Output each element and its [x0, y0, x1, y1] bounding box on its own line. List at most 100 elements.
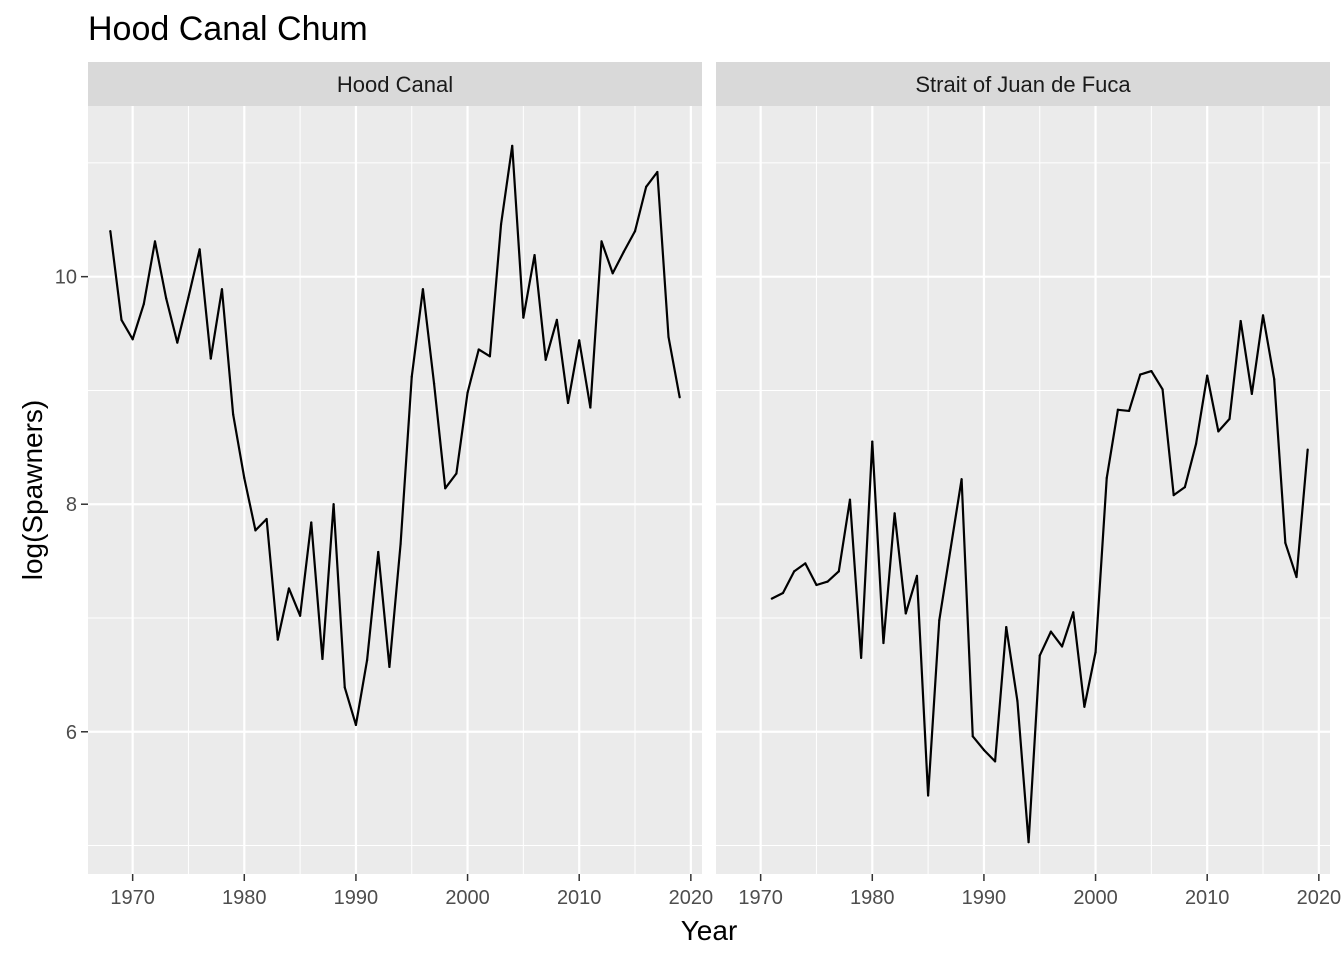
data-point — [971, 735, 974, 738]
data-point — [678, 396, 681, 399]
data-point — [1261, 314, 1265, 317]
data-point — [555, 318, 558, 322]
data-point — [949, 548, 952, 551]
x-tick-label: 2010 — [557, 887, 602, 909]
series-line — [109, 144, 681, 727]
data-point — [1306, 448, 1309, 451]
data-point — [982, 748, 986, 752]
facet-strip-label: Hood Canal — [337, 72, 453, 97]
data-point — [1284, 541, 1287, 545]
data-point — [1060, 645, 1064, 648]
data-point — [1116, 408, 1119, 411]
y-tick-label: 10 — [55, 267, 77, 289]
data-point — [232, 413, 235, 416]
x-tick-label: 2010 — [1185, 887, 1230, 909]
data-point — [566, 401, 570, 405]
facet-panels: 6 8 10 Hood Canal 1970 1980 1990 2000 2010 2020 St… — [55, 62, 1341, 909]
y-tick-label: 6 — [66, 722, 77, 744]
data-point — [142, 302, 145, 306]
data-point — [848, 498, 852, 501]
data-point — [287, 587, 291, 590]
data-point — [1027, 841, 1030, 844]
data-point — [455, 472, 458, 475]
data-point — [1105, 476, 1108, 480]
data-point — [310, 521, 313, 524]
data-point — [354, 723, 358, 727]
data-point — [871, 440, 874, 443]
data-point — [882, 641, 885, 645]
data-point — [611, 272, 614, 275]
data-point — [960, 478, 963, 481]
data-point — [1206, 374, 1209, 377]
data-point — [265, 517, 268, 521]
data-point — [656, 170, 659, 174]
data-point — [1139, 373, 1142, 376]
x-tick-label: 1980 — [222, 887, 267, 909]
data-point — [187, 296, 190, 299]
data-point — [645, 185, 648, 188]
data-point — [1239, 319, 1242, 323]
data-point — [589, 406, 592, 409]
data-point — [209, 357, 212, 360]
data-point — [421, 288, 425, 291]
data-point — [488, 355, 491, 358]
data-point — [938, 619, 941, 622]
data-point — [432, 382, 436, 385]
x-tick-label: 2000 — [445, 887, 490, 909]
data-point — [1127, 409, 1131, 413]
data-point — [1150, 370, 1153, 373]
data-point — [1161, 388, 1164, 391]
data-point — [837, 570, 840, 573]
data-point — [176, 341, 179, 344]
data-point — [511, 144, 514, 147]
data-point — [781, 591, 785, 595]
data-point — [1094, 651, 1097, 654]
data-point — [499, 223, 503, 226]
chart-title: Hood Canal Chum — [88, 10, 368, 48]
data-point — [198, 248, 201, 251]
data-point — [544, 358, 547, 361]
data-point — [1049, 630, 1053, 633]
x-tick-label: 2020 — [669, 887, 714, 909]
data-point — [904, 612, 907, 615]
data-point — [388, 665, 391, 669]
data-point — [444, 487, 447, 490]
y-tick-label: 8 — [66, 494, 77, 516]
x-tick-label: 1980 — [850, 887, 895, 909]
data-point — [365, 658, 369, 662]
data-point — [1295, 575, 1298, 579]
data-point — [1083, 705, 1086, 708]
data-point — [477, 348, 480, 351]
panel-background — [716, 106, 1330, 874]
data-point — [1217, 430, 1220, 433]
data-point — [1194, 442, 1198, 446]
facet-strip — [716, 62, 1330, 106]
x-axis-title: Year — [681, 915, 738, 946]
data-point — [793, 570, 796, 573]
data-point — [220, 288, 224, 291]
x-tick-label: 1970 — [738, 887, 783, 909]
facet-strip-label: Strait of Juan de Fuca — [915, 72, 1131, 97]
data-point — [254, 529, 257, 532]
data-point — [120, 318, 123, 322]
data-point — [410, 375, 413, 378]
y-axis-title: log(Spawners) — [17, 400, 48, 581]
data-point — [993, 760, 997, 763]
data-point — [804, 562, 807, 565]
x-tick-label: 1970 — [110, 887, 155, 909]
data-point — [770, 597, 773, 600]
x-tick-label: 2020 — [1297, 887, 1342, 909]
data-point — [915, 574, 919, 578]
data-point — [533, 253, 536, 257]
x-tick-label: 1990 — [334, 887, 379, 909]
data-point — [153, 240, 157, 243]
data-point — [826, 580, 829, 583]
data-point — [1250, 392, 1253, 395]
data-point — [622, 250, 625, 253]
facet-strip — [88, 62, 702, 106]
data-point — [600, 240, 603, 243]
data-point — [131, 338, 134, 341]
data-point — [1038, 654, 1041, 657]
data-point — [466, 391, 469, 394]
data-point — [1072, 611, 1075, 614]
